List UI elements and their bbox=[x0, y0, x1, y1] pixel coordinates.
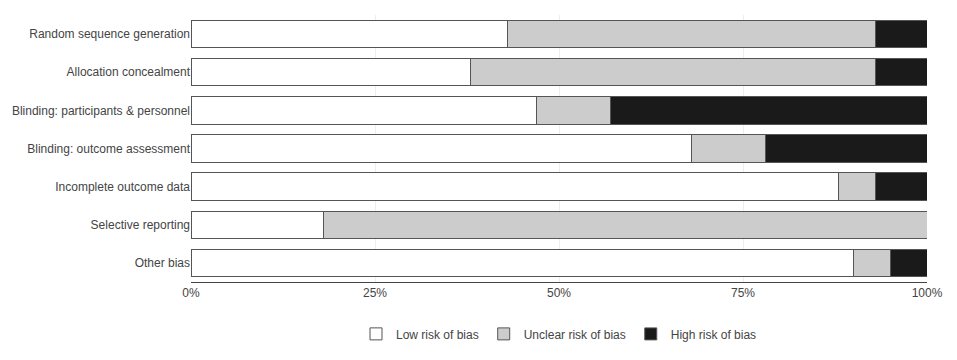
svg-text:Allocation concealment: Allocation concealment bbox=[67, 65, 191, 79]
svg-text:50%: 50% bbox=[547, 286, 571, 300]
svg-text:0%: 0% bbox=[182, 286, 200, 300]
svg-text:High risk of bias: High risk of bias bbox=[671, 328, 756, 342]
svg-text:Unclear risk of bias: Unclear risk of bias bbox=[524, 328, 626, 342]
svg-text:Random sequence generation: Random sequence generation bbox=[29, 27, 190, 41]
svg-text:25%: 25% bbox=[363, 286, 387, 300]
svg-text:Blinding: outcome assessment: Blinding: outcome assessment bbox=[27, 142, 190, 156]
svg-text:Selective reporting: Selective reporting bbox=[91, 218, 190, 232]
svg-text:Other bias: Other bias bbox=[135, 256, 190, 270]
svg-text:100%: 100% bbox=[912, 286, 943, 300]
svg-text:75%: 75% bbox=[731, 286, 755, 300]
svg-text:Low risk of bias: Low risk of bias bbox=[396, 328, 479, 342]
svg-text:Blinding: participants & perso: Blinding: participants & personnel bbox=[12, 104, 190, 118]
svg-text:Incomplete outcome data: Incomplete outcome data bbox=[55, 180, 190, 194]
